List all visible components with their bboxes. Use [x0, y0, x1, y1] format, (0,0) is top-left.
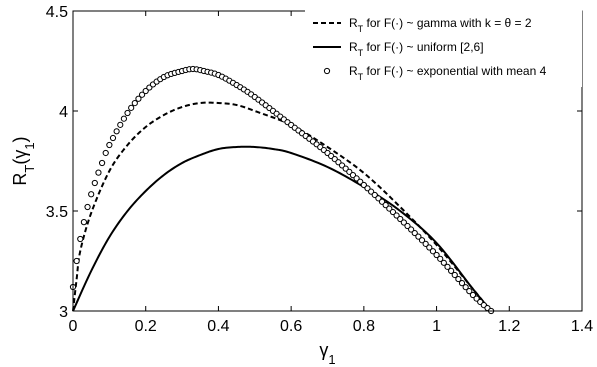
- series-exponential: [69, 65, 495, 315]
- data-point: [411, 229, 418, 237]
- data-point: [84, 203, 91, 211]
- x-tick-label: 1.2: [498, 318, 520, 335]
- x-tick-label: 0.6: [280, 318, 302, 335]
- data-point: [418, 237, 426, 244]
- data-point: [378, 198, 386, 205]
- data-point: [462, 284, 469, 291]
- data-point: [382, 202, 389, 209]
- data-point: [371, 191, 378, 199]
- y-tick-label: 4: [59, 104, 68, 121]
- legend-marker: [323, 67, 331, 75]
- legend: RT for F(·) ~ gamma with k = θ = 2 RT for…: [305, 9, 582, 87]
- x-tick-label: 0.8: [353, 318, 375, 335]
- data-point: [473, 295, 480, 302]
- data-point: [135, 95, 142, 102]
- x-tick-label: 0.2: [135, 318, 157, 335]
- y-axis-label: RT(γ1): [10, 136, 37, 185]
- data-point: [109, 134, 117, 142]
- data-point: [73, 257, 80, 265]
- x-tick-label: 0.4: [207, 318, 229, 335]
- data-point: [451, 271, 458, 279]
- data-point: [386, 205, 393, 212]
- data-point: [106, 141, 113, 149]
- data-point: [469, 291, 477, 299]
- legend-label: RT for F(·) ~ gamma with k = θ = 2: [349, 16, 532, 34]
- data-point: [408, 226, 415, 233]
- data-point: [142, 87, 149, 95]
- data-point: [400, 219, 407, 226]
- data-point: [440, 259, 447, 266]
- series-gamma-line: [72, 101, 492, 312]
- data-point: [95, 169, 102, 176]
- legend-box: [305, 9, 582, 87]
- data-point: [88, 191, 95, 198]
- data-point: [437, 255, 444, 262]
- data-point: [102, 149, 109, 157]
- data-point: [448, 267, 455, 274]
- data-point: [375, 195, 382, 202]
- data-point: [397, 215, 404, 223]
- data-point: [91, 179, 98, 187]
- data-point: [415, 233, 422, 240]
- data-point: [138, 91, 146, 98]
- x-tick-label: 1.4: [571, 318, 593, 335]
- data-point: [433, 251, 440, 259]
- y-tick-label: 4.5: [46, 4, 68, 21]
- data-point: [124, 109, 131, 117]
- data-point: [131, 100, 138, 107]
- data-point: [120, 115, 128, 122]
- data-point: [458, 280, 466, 287]
- data-point: [466, 288, 473, 295]
- data-point: [389, 208, 397, 216]
- data-point: [455, 275, 462, 283]
- legend-label: RT for F(·) ~ uniform [2,6]: [349, 40, 484, 58]
- data-point: [422, 240, 429, 247]
- x-axis-label: γ1: [319, 340, 335, 367]
- data-point: [117, 121, 124, 128]
- data-point: [80, 219, 88, 226]
- data-point: [404, 222, 411, 230]
- data-point: [98, 159, 106, 167]
- data-point: [393, 212, 400, 219]
- series-uniform-line: [72, 145, 492, 312]
- data-point: [444, 263, 451, 270]
- y-tick-label: 3.5: [46, 204, 68, 221]
- x-tick-label: 1: [432, 318, 441, 335]
- data-point: [368, 188, 375, 195]
- y-tick-label: 3: [59, 304, 68, 321]
- legend-label: RT for F(·) ~ exponential with mean 4: [349, 64, 547, 82]
- data-point: [77, 235, 84, 243]
- data-point: [429, 248, 437, 255]
- data-point: [128, 104, 135, 111]
- data-point: [113, 128, 120, 135]
- data-point: [426, 244, 433, 251]
- x-tick-label: 0: [69, 318, 78, 335]
